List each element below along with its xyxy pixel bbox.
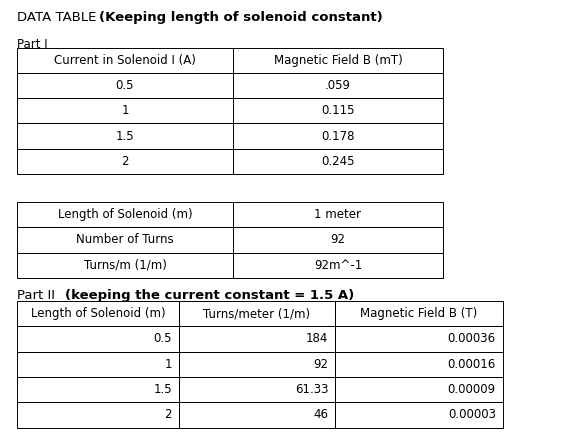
Text: 2: 2 — [165, 408, 172, 421]
Text: 2: 2 — [121, 155, 129, 168]
Text: Part I: Part I — [17, 38, 48, 51]
Text: Magnetic Field B (T): Magnetic Field B (T) — [360, 307, 478, 320]
Bar — [335, 326, 503, 352]
Bar — [179, 352, 335, 377]
Bar — [233, 73, 443, 98]
Bar — [17, 352, 179, 377]
Bar — [233, 98, 443, 123]
Text: Turns/meter (1/m): Turns/meter (1/m) — [203, 307, 311, 320]
Bar — [17, 326, 179, 352]
Text: Number of Turns: Number of Turns — [76, 234, 174, 246]
Bar — [17, 301, 179, 326]
Text: 184: 184 — [306, 333, 328, 345]
Text: 0.178: 0.178 — [321, 130, 354, 143]
Text: 0.00003: 0.00003 — [448, 408, 496, 421]
Bar — [335, 402, 503, 428]
Text: Turns/m (1/m): Turns/m (1/m) — [83, 259, 166, 272]
Text: (keeping the current constant = 1.5 A): (keeping the current constant = 1.5 A) — [65, 289, 354, 301]
Text: 1: 1 — [165, 358, 172, 371]
Text: 0.5: 0.5 — [153, 333, 172, 345]
Bar — [17, 402, 179, 428]
Text: 61.33: 61.33 — [295, 383, 328, 396]
Bar — [233, 149, 443, 174]
Text: DATA TABLE: DATA TABLE — [17, 11, 101, 24]
Text: 0.115: 0.115 — [321, 104, 354, 117]
Bar — [17, 227, 233, 253]
Bar — [179, 377, 335, 402]
Bar — [335, 377, 503, 402]
Bar — [335, 352, 503, 377]
Bar — [17, 123, 233, 149]
Text: .059: .059 — [325, 79, 351, 92]
Bar — [179, 301, 335, 326]
Bar — [233, 227, 443, 253]
Bar — [233, 48, 443, 73]
Text: 0.00016: 0.00016 — [448, 358, 496, 371]
Text: 92: 92 — [314, 358, 328, 371]
Bar — [233, 253, 443, 278]
Bar — [17, 377, 179, 402]
Text: 1.5: 1.5 — [116, 130, 134, 143]
Bar — [179, 402, 335, 428]
Bar — [17, 48, 233, 73]
Text: 46: 46 — [314, 408, 328, 421]
Bar — [17, 73, 233, 98]
Bar — [17, 253, 233, 278]
Text: 0.245: 0.245 — [321, 155, 354, 168]
Bar — [179, 326, 335, 352]
Text: (Keeping length of solenoid constant): (Keeping length of solenoid constant) — [99, 11, 383, 24]
Text: Magnetic Field B (mT): Magnetic Field B (mT) — [274, 54, 402, 67]
Text: 1.5: 1.5 — [153, 383, 172, 396]
Text: 92m^-1: 92m^-1 — [314, 259, 362, 272]
Bar — [17, 98, 233, 123]
Text: 0.00036: 0.00036 — [448, 333, 496, 345]
Bar — [335, 301, 503, 326]
Bar — [17, 149, 233, 174]
Text: 0.00009: 0.00009 — [448, 383, 496, 396]
Text: Length of Solenoid (m): Length of Solenoid (m) — [31, 307, 165, 320]
Text: 0.5: 0.5 — [116, 79, 134, 92]
Bar — [233, 123, 443, 149]
Text: Current in Solenoid I (A): Current in Solenoid I (A) — [54, 54, 196, 67]
Text: 1: 1 — [121, 104, 129, 117]
Bar — [233, 202, 443, 227]
Text: 1 meter: 1 meter — [315, 208, 361, 221]
Text: Length of Solenoid (m): Length of Solenoid (m) — [57, 208, 193, 221]
Text: 92: 92 — [331, 234, 345, 246]
Bar — [17, 202, 233, 227]
Text: Part II: Part II — [17, 289, 59, 301]
